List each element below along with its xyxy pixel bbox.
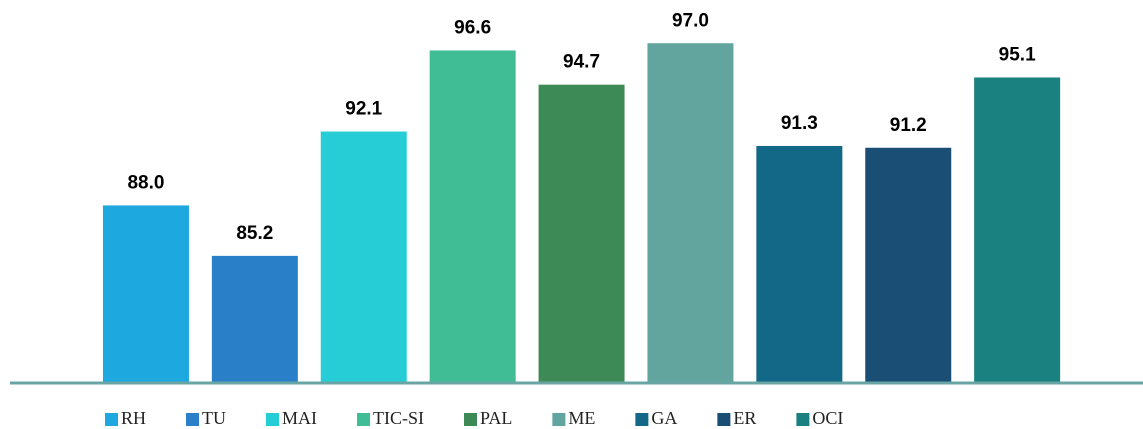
legend-label: PAL [480, 408, 512, 428]
legend-swatch [552, 413, 566, 426]
data-label: 95.1 [999, 44, 1036, 65]
legend-swatch [357, 413, 371, 426]
data-label: 94.7 [563, 52, 600, 73]
data-label: 88.0 [127, 172, 164, 193]
legend-swatch [266, 413, 280, 426]
legend-label: TIC-SI [373, 408, 424, 428]
bar [647, 43, 734, 383]
legend-swatch [635, 413, 649, 426]
bar [211, 255, 298, 382]
bar [538, 84, 625, 382]
bar [756, 145, 843, 382]
legend-label: OCI [812, 408, 843, 428]
data-label: 91.2 [890, 115, 927, 136]
legend-swatch [186, 413, 200, 426]
legend-label: ER [733, 408, 756, 428]
legend-label: TU [202, 408, 226, 428]
bar [320, 131, 407, 382]
legend-swatch [464, 413, 478, 426]
legend-label: GA [651, 408, 677, 428]
legend-label: ME [568, 408, 595, 428]
bar [974, 77, 1061, 382]
data-label: 96.6 [454, 17, 491, 38]
data-label: 91.3 [781, 113, 818, 134]
data-label: 85.2 [236, 223, 273, 244]
data-label: 92.1 [345, 99, 382, 120]
bar [865, 147, 952, 382]
legend-label: RH [121, 408, 146, 428]
legend-swatch [796, 413, 810, 426]
bar [429, 50, 516, 383]
bar [102, 205, 189, 382]
legend-label: MAI [282, 408, 317, 428]
legend-swatch [105, 413, 118, 426]
data-label: 97.0 [672, 10, 709, 31]
legend-swatch [717, 413, 731, 426]
